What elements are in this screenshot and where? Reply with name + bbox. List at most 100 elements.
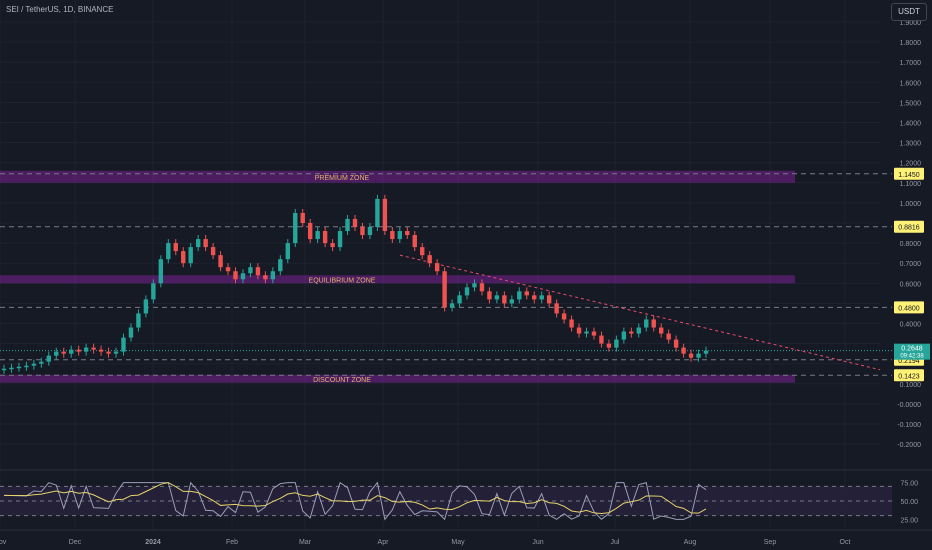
candle (330, 243, 335, 248)
price-tick: -0.0000 (897, 402, 921, 409)
candle (405, 231, 410, 236)
candle (629, 331, 634, 334)
candle (479, 283, 485, 292)
level-label-bg (894, 301, 924, 314)
rsi-tick: 50.00 (900, 499, 918, 506)
candle (210, 247, 216, 256)
candle (151, 283, 156, 300)
time-tick: Jun (532, 539, 543, 546)
time-axis: Nov Dec 2024 Feb Mar Apr May Jun Jul Aug Sep Oct (0, 469, 932, 546)
candle (143, 299, 149, 314)
rsi-tick: 75.00 (900, 481, 918, 488)
level-label: 0.2194 (898, 358, 920, 365)
countdown-label: 09:42:38 (900, 354, 924, 360)
candle (539, 295, 544, 300)
candle (390, 231, 395, 240)
candle (546, 295, 552, 304)
candle (636, 327, 641, 334)
price-tick: 1.6000 (900, 80, 922, 87)
price-tick: 0.4000 (900, 322, 922, 329)
candle (621, 331, 627, 340)
candles (1, 194, 709, 374)
candle (76, 349, 81, 352)
candle (61, 351, 66, 354)
candle (225, 267, 231, 272)
candle (98, 349, 104, 352)
rsi-ma-line (3, 482, 707, 515)
candle (121, 337, 126, 352)
level-label-bg (894, 167, 924, 180)
candle (113, 351, 119, 354)
price-tick: 1.7000 (900, 60, 922, 67)
candle (434, 263, 440, 272)
candle (181, 251, 186, 264)
levels: 1.1450 0.8816 0.4800 0.2194 0.1423 0.264809:4… (0, 167, 930, 382)
candle (240, 273, 246, 280)
candle (300, 212, 305, 223)
candle (584, 331, 589, 334)
candle (352, 218, 358, 228)
candle (420, 247, 425, 256)
candle (532, 295, 537, 300)
candle (412, 235, 417, 248)
time-tick: Feb (226, 539, 238, 546)
candle (69, 349, 74, 354)
candle (31, 363, 37, 366)
candle (83, 347, 89, 352)
candle (128, 327, 134, 338)
candle (307, 223, 313, 240)
candle (703, 350, 709, 354)
candle (218, 255, 223, 268)
price-axis: 1.9000 1.8000 1.7000 1.6000 1.5000 1.4000 1.30… (897, 20, 921, 449)
candle (375, 198, 380, 228)
time-tick: Sep (764, 539, 777, 546)
zone-band (0, 275, 795, 284)
time-tick: Oct (840, 539, 851, 546)
candle (576, 327, 582, 334)
rsi-tick: 25.00 (900, 517, 918, 524)
price-tick: 0.7000 (900, 261, 922, 268)
candle (457, 295, 462, 304)
candle (554, 303, 559, 314)
rsi-line (3, 481, 707, 521)
trendline (399, 254, 881, 371)
current-price-label: 0.2648 (901, 346, 923, 353)
candle (345, 218, 350, 232)
candle (569, 319, 574, 328)
zone-label: DISCOUNT ZONE (313, 377, 371, 384)
candle (203, 239, 208, 248)
candle (16, 366, 22, 369)
candle (606, 343, 612, 348)
candle (367, 227, 373, 236)
price-tick: 0.1000 (900, 382, 922, 389)
candle (644, 319, 649, 328)
candle (263, 275, 268, 280)
candle (233, 271, 238, 280)
currency-button[interactable]: USDT (891, 3, 927, 21)
candle (666, 333, 671, 340)
candle (494, 295, 500, 300)
candle (315, 231, 320, 240)
time-tick: May (451, 539, 465, 546)
grid (0, 0, 880, 530)
level-label-bg (894, 369, 924, 382)
candle (688, 353, 694, 358)
level-label: 0.8816 (898, 225, 920, 232)
level-label-bg (894, 220, 924, 233)
price-tick: 1.1000 (900, 181, 922, 188)
candle (136, 313, 141, 328)
candle (24, 365, 29, 368)
candle (502, 295, 507, 304)
candle (173, 243, 178, 252)
candle (285, 243, 290, 260)
candle (427, 255, 432, 264)
candle (337, 231, 343, 248)
symbol-title: SEI / TetherUS, 1D, BINANCE (6, 5, 114, 14)
price-tick: -0.1000 (897, 422, 921, 429)
candle (91, 347, 96, 350)
price-tick: 1.3000 (900, 141, 922, 148)
time-tick: Nov (0, 539, 7, 546)
time-tick: 2024 (145, 539, 161, 546)
zone-band (0, 374, 795, 383)
